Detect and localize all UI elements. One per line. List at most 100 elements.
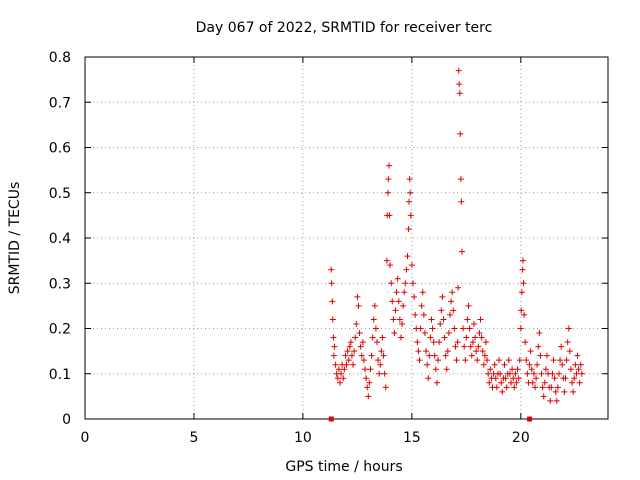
data-point xyxy=(482,339,489,346)
data-point xyxy=(518,289,525,296)
data-point xyxy=(478,334,485,341)
data-point xyxy=(553,397,560,404)
data-point xyxy=(336,379,343,386)
data-point xyxy=(417,325,424,332)
data-point xyxy=(342,352,349,359)
baseline-marker xyxy=(328,416,334,422)
data-point xyxy=(492,375,499,382)
y-tick-label: 0.3 xyxy=(49,276,71,292)
data-point xyxy=(359,339,366,346)
data-point xyxy=(399,320,406,327)
data-point xyxy=(328,266,335,273)
data-point xyxy=(372,325,379,332)
data-point xyxy=(419,289,426,296)
data-point xyxy=(452,343,459,350)
data-point xyxy=(555,370,562,377)
data-point xyxy=(487,366,494,373)
data-points xyxy=(328,67,585,404)
data-point xyxy=(502,375,509,382)
data-point xyxy=(445,330,452,337)
data-point xyxy=(531,384,538,391)
data-point xyxy=(566,348,573,355)
data-point xyxy=(348,352,355,359)
data-point xyxy=(407,189,414,196)
data-point xyxy=(370,316,377,323)
data-point xyxy=(479,348,486,355)
data-point xyxy=(472,334,479,341)
data-point xyxy=(394,275,401,282)
data-point xyxy=(453,357,460,364)
data-point xyxy=(542,366,549,373)
data-point xyxy=(461,343,468,350)
data-point xyxy=(499,388,506,395)
data-point xyxy=(491,361,498,368)
data-point xyxy=(518,307,525,314)
data-point xyxy=(343,361,350,368)
data-point xyxy=(578,370,585,377)
data-point xyxy=(392,307,399,314)
data-point xyxy=(364,384,371,391)
x-tick-label: 0 xyxy=(81,430,90,446)
data-point xyxy=(346,343,353,350)
data-point xyxy=(534,361,541,368)
data-point xyxy=(462,357,469,364)
data-point xyxy=(481,352,488,359)
data-point xyxy=(519,266,526,273)
data-point xyxy=(428,316,435,323)
y-tick-label: 0.7 xyxy=(49,95,71,111)
data-point xyxy=(415,348,422,355)
data-point xyxy=(455,67,462,74)
data-point xyxy=(338,370,345,377)
data-point xyxy=(377,361,384,368)
data-point xyxy=(436,339,443,346)
data-point xyxy=(498,379,505,386)
data-point xyxy=(368,352,375,359)
data-point xyxy=(366,379,373,386)
data-point xyxy=(387,262,394,269)
data-point xyxy=(385,176,392,183)
data-point xyxy=(508,379,515,386)
data-point xyxy=(384,189,391,196)
data-point xyxy=(442,352,449,359)
y-axis-label: SRMTID / TECUs xyxy=(7,182,23,295)
data-point xyxy=(397,334,404,341)
x-tick-label: 10 xyxy=(294,430,312,446)
data-point xyxy=(524,370,531,377)
data-point xyxy=(535,343,542,350)
data-point xyxy=(541,379,548,386)
data-point xyxy=(549,370,556,377)
data-point xyxy=(465,302,472,309)
data-point xyxy=(554,384,561,391)
data-point xyxy=(405,225,412,232)
data-point xyxy=(572,361,579,368)
data-point xyxy=(567,366,574,373)
data-point xyxy=(514,366,521,373)
data-point xyxy=(391,330,398,337)
data-point xyxy=(407,212,414,219)
data-point xyxy=(409,280,416,287)
data-point xyxy=(476,330,483,337)
data-point xyxy=(503,384,510,391)
x-tick-label: 15 xyxy=(403,430,421,446)
data-point xyxy=(516,357,523,364)
data-point xyxy=(429,325,436,332)
data-point xyxy=(577,361,584,368)
data-point xyxy=(552,388,559,395)
data-point xyxy=(565,325,572,332)
data-point xyxy=(457,176,464,183)
data-point xyxy=(416,357,423,364)
data-point xyxy=(393,289,400,296)
data-point xyxy=(328,280,335,287)
data-point xyxy=(406,176,413,183)
data-point xyxy=(536,330,543,337)
x-tick-label: 5 xyxy=(189,430,198,446)
data-point xyxy=(401,289,408,296)
data-point xyxy=(420,311,427,318)
data-point xyxy=(353,320,360,327)
data-point xyxy=(379,334,386,341)
y-tick-label: 0.6 xyxy=(49,141,71,157)
data-point xyxy=(511,384,518,391)
data-point xyxy=(356,330,363,337)
data-point xyxy=(439,293,446,300)
